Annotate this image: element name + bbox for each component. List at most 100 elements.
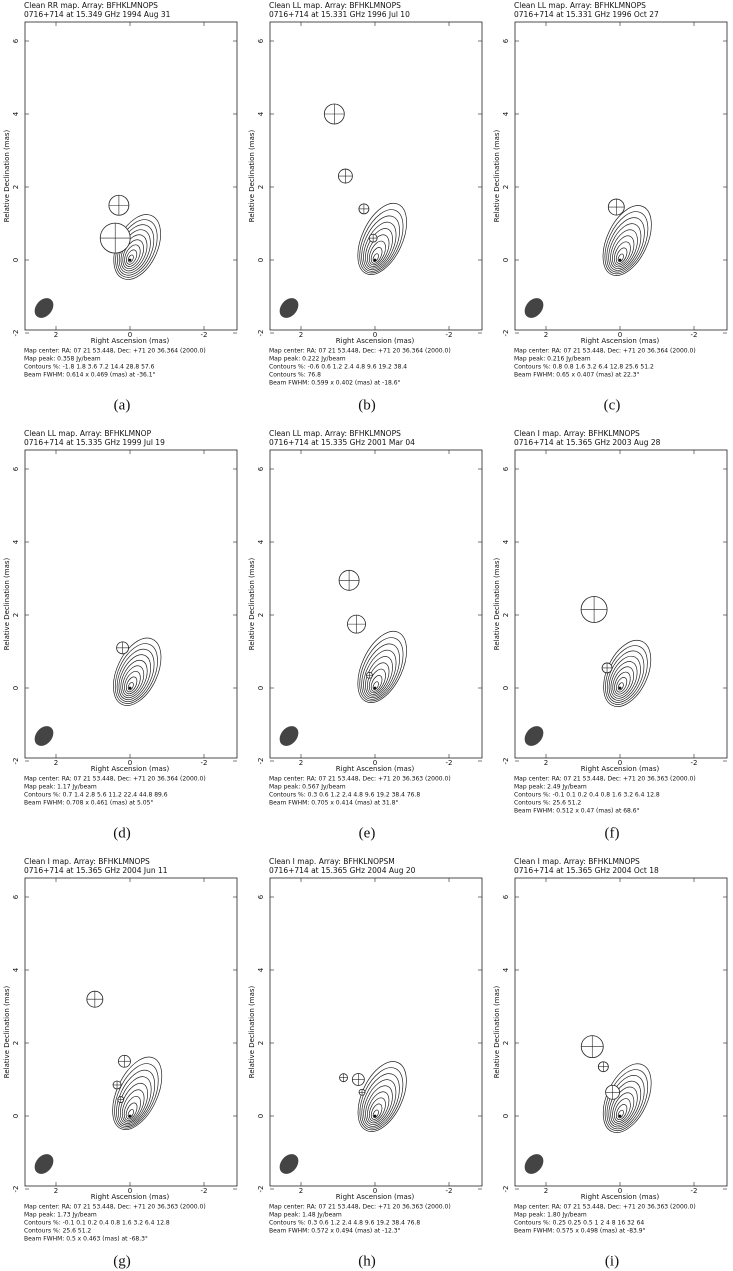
y-tick-label: 2: [502, 185, 510, 189]
x-tick-label: -2: [201, 1187, 208, 1195]
y-tick-label: 6: [502, 38, 510, 43]
map-footer-line: Beam FWHM: 0.708 x 0.461 (mas) at 5.05°: [24, 800, 153, 807]
map-footer-line: Contours %: -0.1 0.1 0.2 0.4 0.8 1.6 3.2…: [24, 1220, 170, 1227]
x-tick-label: 0: [128, 759, 132, 767]
y-axis-label: Relative Declination (mas): [248, 557, 256, 650]
plot-frame: [269, 21, 483, 331]
y-tick-label: -2: [12, 1186, 20, 1193]
map-footer-line: Map peak: 0.222 Jy/beam: [269, 356, 346, 363]
x-tick-label: 2: [299, 331, 303, 339]
y-axis-label: Relative Declination (mas): [493, 557, 501, 650]
contour: [368, 1097, 386, 1122]
contour: [614, 671, 631, 695]
map-subheader: 0716+714 at 15.349 GHz 1994 Aug 31: [24, 10, 171, 19]
contour: [357, 202, 407, 275]
plot-frame: [269, 877, 483, 1187]
y-tick-label: -2: [502, 758, 510, 765]
contour: [357, 630, 407, 703]
plot-area: [34, 637, 162, 746]
map-footer-line: Contours %: -0.1 0.1 0.2 0.4 0.8 1.6 3.2…: [514, 792, 660, 799]
beam: [34, 726, 54, 746]
beam: [524, 726, 544, 746]
map-footer-line: Contours %: 0.3 0.6 1.2 2.4 4.8 9.6 19.2…: [269, 1220, 420, 1227]
y-tick-label: 4: [502, 111, 510, 116]
contour: [124, 671, 141, 695]
x-tick-label: 2: [299, 759, 303, 767]
plot-frame: [514, 449, 728, 759]
x-tick-label: 2: [54, 1187, 58, 1195]
panel-caption: (h): [358, 1253, 376, 1269]
peak-dot: [128, 686, 132, 690]
contour: [367, 662, 390, 695]
contour: [372, 681, 379, 690]
beam: [279, 1154, 299, 1174]
map-footer-line: Beam FWHM: 0.599 x 0.402 (mas) at -18.6°: [269, 380, 401, 387]
peak-dot: [618, 686, 622, 690]
contour: [116, 1069, 156, 1127]
y-tick-label: 6: [12, 894, 20, 899]
y-tick-label: 6: [502, 466, 510, 471]
y-tick-label: -2: [257, 758, 265, 765]
y-axis-label: Relative Declination (mas): [248, 129, 256, 222]
x-tick-label: 0: [373, 331, 377, 339]
beam: [524, 298, 544, 318]
y-tick-label: 0: [257, 258, 265, 262]
contour: [612, 666, 635, 697]
map-panel: Clean LL map. Array: BFHKLMNOPS0716+714 …: [248, 429, 483, 841]
plot-area: [279, 1061, 407, 1174]
x-tick-label: 2: [544, 759, 548, 767]
y-tick-label: 4: [257, 111, 265, 116]
beam: [524, 1154, 544, 1174]
y-tick-label: 0: [502, 258, 510, 262]
plot-area: [34, 194, 161, 318]
contour: [365, 1085, 393, 1125]
map-footer-line: Beam FWHM: 0.575 x 0.498 (mas) at -83.9°: [514, 1228, 646, 1235]
map-header: Clean LL map. Array: BFHKLMNOPS: [269, 1, 401, 10]
map-header: Clean LL map. Array: BFHKLMNOPS: [514, 1, 646, 10]
x-axis-label: Right Ascension (mas): [581, 337, 660, 345]
map-footer-line: Contours %: 25.6 51.2: [24, 1228, 91, 1235]
contour: [127, 682, 134, 691]
y-tick-label: 4: [257, 539, 265, 544]
y-tick-label: 2: [12, 1041, 20, 1045]
y-tick-label: 0: [257, 686, 265, 690]
contour: [606, 650, 645, 703]
y-tick-label: 0: [257, 1114, 265, 1118]
y-tick-label: 0: [502, 686, 510, 690]
map-header: Clean I map. Array: BFHKLMNOPS: [24, 857, 150, 866]
contour: [359, 637, 404, 702]
panel-caption: (i): [605, 1253, 619, 1269]
peak-dot: [373, 1114, 377, 1118]
x-tick-label: 0: [373, 759, 377, 767]
x-tick-label: 0: [128, 1187, 132, 1195]
x-tick-label: -2: [691, 759, 698, 767]
y-tick-label: 0: [502, 1114, 510, 1118]
peak-dot: [373, 686, 377, 690]
contour: [372, 253, 379, 262]
contour: [127, 254, 134, 263]
y-tick-label: -2: [257, 330, 265, 337]
contour: [368, 240, 386, 266]
beam: [279, 726, 299, 746]
map-footer-line: Map center: RA: 07 21 53.448, Dec: +71 2…: [269, 776, 451, 783]
beam: [279, 298, 299, 318]
x-tick-label: 2: [544, 1187, 548, 1195]
map-subheader: 0716+714 at 15.365 GHz 2004 Oct 18: [514, 866, 659, 875]
x-axis-label: Right Ascension (mas): [336, 1193, 415, 1201]
y-axis-label: Relative Declination (mas): [493, 129, 501, 222]
map-panel: Clean RR map. Array: BFHKLMNOPS0716+714 …: [3, 1, 238, 413]
contour: [370, 1103, 383, 1120]
y-tick-label: -2: [502, 1186, 510, 1193]
x-axis-label: Right Ascension (mas): [91, 765, 170, 773]
panel-caption: (b): [358, 397, 376, 413]
map-footer-line: Contours %: 0.8 0.8 1.6 3.2 6.4 12.8 25.…: [514, 364, 654, 371]
contour: [614, 1098, 631, 1122]
map-footer-line: Map peak: 2.49 Jy/beam: [514, 784, 587, 791]
contour: [367, 1091, 390, 1124]
map-footer-line: Map peak: 1.73 Jy/beam: [24, 1212, 97, 1219]
contour: [615, 1104, 628, 1121]
y-tick-label: 6: [257, 466, 265, 471]
map-header: Clean LL map. Array: BFHKLMNOPS: [269, 429, 401, 438]
